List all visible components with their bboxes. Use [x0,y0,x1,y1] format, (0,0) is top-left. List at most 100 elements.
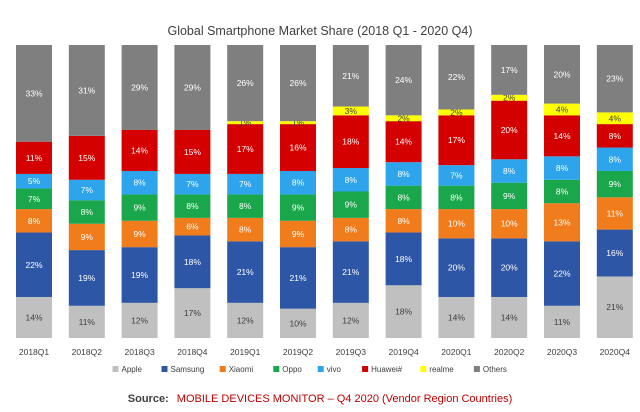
data-label: 21% [342,71,359,81]
bar-stack-2018Q4: 17% 18% 6% 8% 7% 15% 29% [174,45,211,338]
data-label: 14% [25,312,42,322]
x-axis-ticks: 2018Q1 2018Q2 2018Q3 2018Q4 2019Q1 2019Q2 2019… [19,347,630,357]
data-label: 4% [609,113,622,123]
data-label: 11% [79,317,96,327]
bar-segment-samsung-2018Q4 [174,235,211,289]
data-label: 24% [395,75,412,85]
data-label: 20% [501,125,518,135]
bar-segment-xiaomi-2020Q2 [491,209,528,239]
bar-segment-xiaomi-2019Q2 [280,220,316,248]
bar-segment-oppo-2019Q3 [332,191,369,218]
bar-segment-oppo-2019Q4 [385,185,422,210]
data-label: 14% [395,137,412,147]
data-label: 7% [186,179,199,189]
bar-segment-samsung-2019Q3 [332,241,369,303]
data-label: 15% [78,153,95,163]
data-label: 9% [133,203,146,213]
bar-stack-2018Q2: 11% 19% 9% 8% 7% 15% 31% [68,45,105,338]
data-label: 18% [395,254,412,264]
bar-segment-oppo-2020Q3 [544,179,580,204]
data-label: 13% [553,217,570,227]
bar-segment-vivo-2018Q4 [174,173,211,195]
data-label: 8% [186,201,199,211]
data-label: 9% [345,200,358,210]
bar-segment-oppo-2020Q1 [438,185,475,210]
data-label: 8% [239,201,252,211]
source-text: MOBILE DEVICES MONITOR – Q4 2020 (Vendor… [177,393,512,405]
data-label: 9% [609,179,622,189]
data-label: 8% [609,131,622,141]
bar-segment-apple-2020Q2 [491,296,528,338]
data-label: 10% [448,219,465,229]
data-label: 8% [133,178,146,188]
legend-swatch [112,366,119,372]
data-label: 8% [450,192,463,202]
legend-item-samsung: Samsung [161,365,205,374]
data-label: 2% [450,107,463,117]
bar-segment-huawei-2018Q4 [174,129,211,174]
bar-segment-oppo-2018Q3 [121,194,158,221]
data-label: 10% [501,219,518,229]
data-label: 21% [606,302,623,312]
data-label: 7% [81,185,94,195]
data-label: 14% [131,145,148,155]
bar-segment-apple-2020Q4 [596,276,633,338]
legend-swatch [273,366,280,372]
legend-label: Xiaomi [229,365,254,374]
x-tick-label: 2019Q3 [336,347,367,357]
bar-segment-xiaomi-2018Q4 [174,217,211,236]
bar-segment-realme-2019Q1 [227,121,264,125]
bar-stack-2019Q3: 12% 21% 8% 9% 8% 18% 3% 21% [332,45,369,338]
data-label: 22% [448,72,465,82]
data-label: 9% [503,191,516,201]
bar-segment-others-2018Q1 [16,45,52,142]
bar-segment-huawei-2018Q1 [16,141,52,174]
bar-segment-realme-2019Q2 [280,121,316,125]
data-label: 7% [28,194,41,204]
source-note: Source: MOBILE DEVICES MONITOR – Q4 2020… [128,393,512,405]
bar-segment-samsung-2020Q3 [544,241,580,306]
data-label: 17% [237,144,254,154]
data-label: 19% [78,273,95,283]
bar-segment-samsung-2019Q1 [227,241,264,303]
legend-item-realme: realme [420,365,454,374]
bar-segment-samsung-2020Q4 [596,229,633,277]
legend-swatch [219,366,226,372]
bar-segment-xiaomi-2018Q3 [121,220,158,248]
bar-segment-apple-2019Q2 [280,308,316,338]
bar-segment-oppo-2019Q1 [227,194,264,218]
legend-item-xiaomi: Xiaomi [219,365,254,374]
data-label: 7% [239,179,252,189]
bar-segment-vivo-2019Q1 [227,173,264,195]
data-label: 9% [292,203,305,213]
bar-segment-xiaomi-2020Q3 [544,203,580,242]
x-tick-label: 2020Q2 [494,347,525,357]
bar-segment-xiaomi-2020Q1 [438,209,475,239]
bar-segment-samsung-2018Q1 [16,232,52,297]
x-tick-label: 2018Q2 [72,347,103,357]
bar-stack-2020Q4: 21% 16% 11% 9% 8% 8% 4% 23% [596,45,633,338]
bar-segment-apple-2019Q4 [385,285,422,338]
legend-label: Samsung [171,365,205,374]
bar-stack-2018Q1: 14% 22% 8% 7% 5% 11% 33% [16,45,52,338]
bar-segment-oppo-2018Q4 [174,194,211,218]
data-label: 11% [607,208,624,218]
data-label: 8% [28,216,41,226]
bar-stack-2020Q1: 14% 20% 10% 8% 7% 17% 2% 22% [438,45,475,338]
bar-segment-samsung-2019Q4 [385,232,422,286]
legend-label: Huawei# [371,365,403,374]
data-label: 14% [448,312,465,322]
data-label: 8% [345,225,358,235]
bar-segment-vivo-2020Q2 [491,159,528,183]
bar-segment-oppo-2020Q4 [596,170,633,198]
data-label: 31% [78,85,95,95]
bar-segment-huawei-2019Q4 [385,121,422,163]
x-tick-label: 2020Q1 [441,347,472,357]
data-label: 29% [184,82,201,92]
data-label: 8% [397,192,410,202]
bar-segment-oppo-2020Q2 [491,182,528,210]
bar-segment-xiaomi-2018Q1 [16,209,52,233]
bar-segment-oppo-2018Q2 [68,200,105,224]
data-label: 11% [26,153,43,163]
